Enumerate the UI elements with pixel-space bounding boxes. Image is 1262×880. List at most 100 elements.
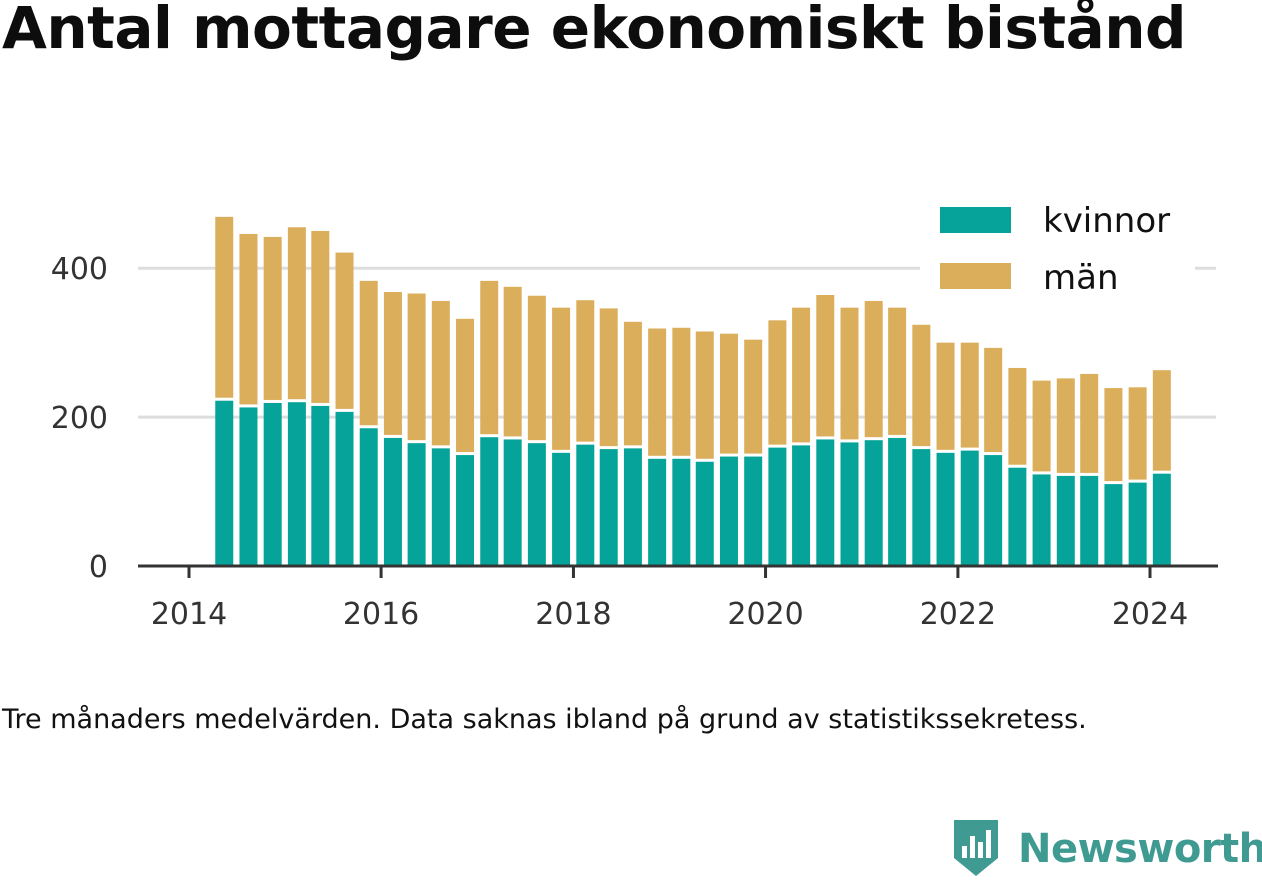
bar-man <box>960 342 979 448</box>
bar-man <box>623 321 642 446</box>
x-axis <box>138 564 1218 578</box>
bar-kvinnor <box>719 456 738 566</box>
bar-kvinnor <box>215 400 234 566</box>
bar-kvinnor <box>263 402 282 566</box>
stacked-bar-chart: 0 200 400 2014 2016 2018 2020 2022 2024 kvinnor… <box>50 190 1218 632</box>
bar-man <box>1152 370 1171 471</box>
bar-man <box>719 333 738 454</box>
y-tick-labels: 0 200 400 <box>51 252 108 585</box>
bar-kvinnor <box>1032 474 1051 566</box>
x-tick-label: 2014 <box>151 597 227 632</box>
legend-label-man: män <box>1043 258 1119 298</box>
x-tick-label: 2018 <box>535 597 611 632</box>
bar-man <box>1104 388 1123 482</box>
bar-man <box>527 295 546 441</box>
bar-kvinnor <box>888 437 907 566</box>
bar-man <box>768 320 787 445</box>
bars <box>215 216 1171 566</box>
bar-kvinnor <box>792 445 811 566</box>
bar-man <box>383 292 402 435</box>
bar-kvinnor <box>864 440 883 566</box>
bar-kvinnor <box>599 449 618 566</box>
bar-man <box>335 252 354 409</box>
bar-man <box>431 300 450 446</box>
legend-label-kvinnor: kvinnor <box>1043 201 1170 241</box>
bar-kvinnor <box>407 443 426 566</box>
bar-kvinnor <box>503 439 522 566</box>
bar-kvinnor <box>287 402 306 566</box>
bar-kvinnor <box>1128 482 1147 566</box>
bar-man <box>263 236 282 400</box>
bar-kvinnor <box>1056 475 1075 566</box>
bar-man <box>576 300 595 442</box>
chart-title: Antal mottagare ekonomiskt bistånd <box>2 0 1187 62</box>
bar-man <box>888 307 907 435</box>
bar-kvinnor <box>912 449 931 566</box>
bar-man <box>456 318 475 453</box>
x-tick-label: 2020 <box>727 597 803 632</box>
bar-kvinnor <box>1008 467 1027 566</box>
bar-man <box>936 342 955 450</box>
bar-man <box>480 280 499 435</box>
bar-man <box>239 233 258 405</box>
legend-swatch-man <box>940 263 1011 289</box>
bar-kvinnor <box>359 428 378 566</box>
bar-man <box>792 307 811 443</box>
x-tick-label: 2022 <box>920 597 996 632</box>
bar-kvinnor <box>1152 473 1171 566</box>
y-tick-label: 0 <box>89 550 108 585</box>
bar-kvinnor <box>744 456 763 566</box>
bar-man <box>864 300 883 438</box>
bar-kvinnor <box>840 442 859 566</box>
bar-kvinnor <box>1104 484 1123 566</box>
bar-kvinnor <box>431 448 450 566</box>
bar-man <box>599 308 618 447</box>
bar-man <box>407 293 426 441</box>
bar-man <box>816 295 835 437</box>
bar-kvinnor <box>984 455 1003 566</box>
bar-kvinnor <box>383 437 402 566</box>
bar-man <box>359 280 378 426</box>
bar-man <box>503 286 522 437</box>
brand-name: Newsworthy <box>1018 826 1262 872</box>
bar-kvinnor <box>311 405 330 566</box>
bar-man <box>1008 367 1027 465</box>
bar-kvinnor <box>816 439 835 566</box>
bar-man <box>695 331 714 459</box>
bar-kvinnor <box>648 458 667 566</box>
bar-kvinnor <box>623 448 642 566</box>
bar-kvinnor <box>456 455 475 566</box>
bar-kvinnor <box>1080 475 1099 566</box>
legend-swatch-kvinnor <box>940 207 1011 233</box>
legend: kvinnor män <box>920 190 1195 306</box>
bar-man <box>1080 373 1099 473</box>
y-tick-label: 200 <box>51 401 108 436</box>
bar-man <box>840 307 859 440</box>
bar-kvinnor <box>552 452 571 566</box>
x-tick-label: 2024 <box>1112 597 1188 632</box>
bar-kvinnor <box>936 452 955 566</box>
x-tick-labels: 2014 2016 2018 2020 2022 2024 <box>151 597 1188 632</box>
bar-man <box>552 307 571 450</box>
bar-man <box>648 328 667 456</box>
bar-kvinnor <box>695 461 714 566</box>
bar-kvinnor <box>527 443 546 566</box>
bar-kvinnor <box>335 411 354 566</box>
bar-man <box>672 327 691 456</box>
footnote: Tre månaders medelvärden. Data saknas ib… <box>2 704 1087 735</box>
bar-kvinnor <box>768 447 787 566</box>
bar-kvinnor <box>960 450 979 566</box>
bar-man <box>1056 378 1075 473</box>
bar-man <box>744 339 763 454</box>
bar-man <box>1128 387 1147 480</box>
y-tick-label: 400 <box>51 252 108 287</box>
bar-man <box>912 324 931 447</box>
bar-man <box>984 347 1003 453</box>
bar-man <box>1032 380 1051 472</box>
bar-man <box>215 216 234 398</box>
bar-kvinnor <box>672 458 691 566</box>
x-tick-label: 2016 <box>343 597 419 632</box>
bar-man <box>311 230 330 403</box>
bar-kvinnor <box>480 437 499 566</box>
newsworthy-logo-icon <box>954 820 998 876</box>
